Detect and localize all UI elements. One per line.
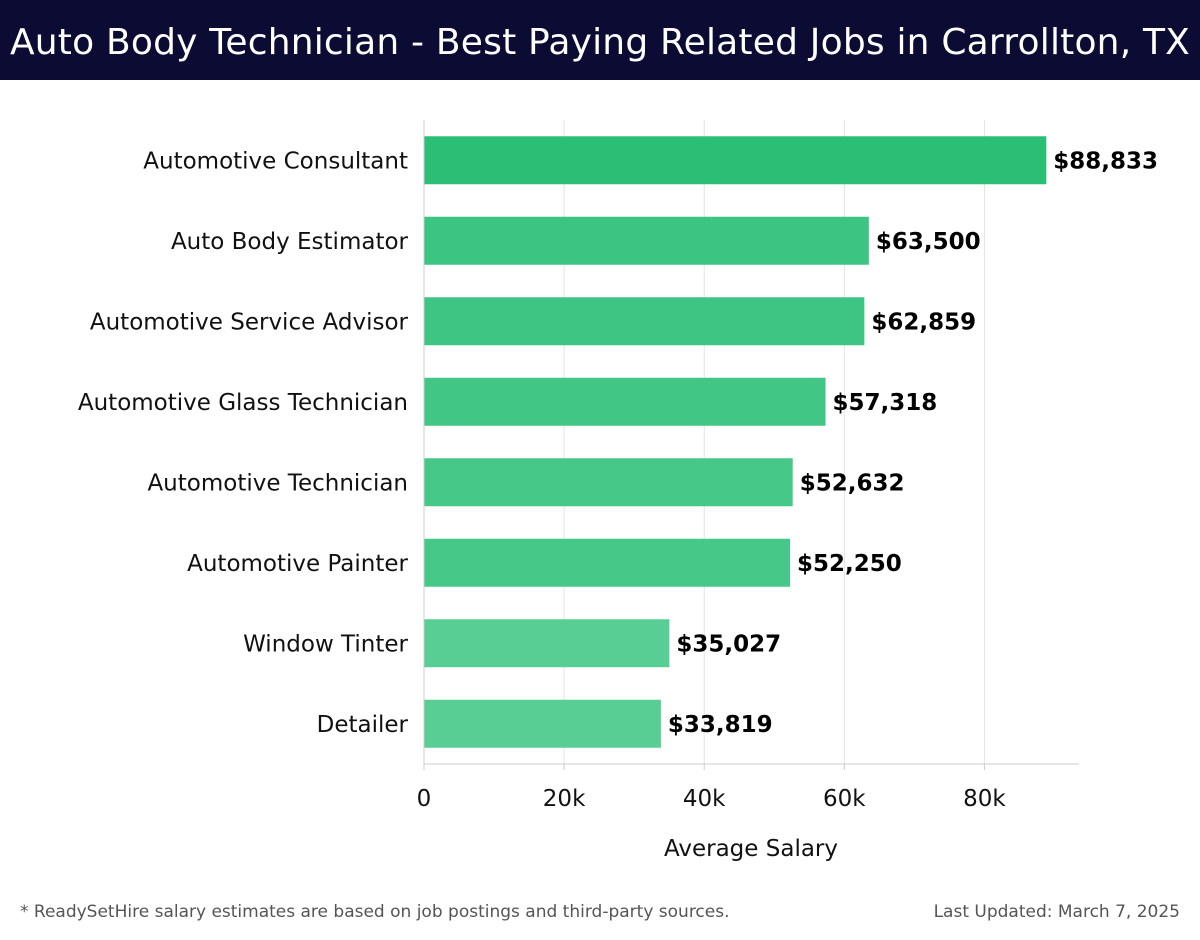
bar (424, 699, 661, 748)
value-label: $52,250 (797, 551, 902, 577)
labels: Automotive Consultant $88,833 Auto Body Es… (78, 148, 1158, 738)
x-tick-label: 40k (683, 786, 726, 812)
bar (424, 538, 791, 587)
category-label: Automotive Service Advisor (90, 309, 409, 335)
bar (424, 297, 865, 346)
bar (424, 377, 826, 426)
bar (424, 216, 869, 265)
bar (424, 136, 1047, 185)
category-label: Automotive Painter (187, 551, 408, 577)
category-label: Window Tinter (243, 631, 408, 657)
value-label: $62,859 (871, 309, 976, 335)
chart-title: Auto Body Technician - Best Paying Relat… (9, 22, 1191, 63)
bar (424, 619, 670, 668)
header-bar: Auto Body Technician - Best Paying Relat… (0, 0, 1200, 80)
category-label: Automotive Glass Technician (78, 390, 408, 416)
value-label: $57,318 (833, 390, 938, 416)
x-axis: 0 20k 40k 60k 80k Average Salary (417, 120, 1079, 862)
value-label: $52,632 (800, 470, 905, 496)
x-tick-label: 0 (417, 786, 432, 812)
footnote: * ReadySetHire salary estimates are base… (20, 902, 730, 922)
value-label: $33,819 (668, 712, 773, 738)
bars (424, 136, 1047, 748)
value-label: $88,833 (1053, 148, 1158, 174)
value-label: $63,500 (876, 229, 981, 255)
x-tick-label: 60k (823, 786, 866, 812)
x-axis-label: Average Salary (664, 836, 838, 862)
grid-lines (423, 120, 985, 764)
category-label: Auto Body Estimator (171, 229, 409, 255)
value-label: $35,027 (676, 631, 781, 657)
last-updated: Last Updated: March 7, 2025 (933, 902, 1180, 922)
category-label: Automotive Consultant (143, 148, 408, 174)
x-tick-label: 20k (543, 786, 586, 812)
x-tick-label: 80k (963, 786, 1006, 812)
category-label: Automotive Technician (147, 470, 408, 496)
category-label: Detailer (317, 712, 409, 738)
bar (424, 458, 793, 507)
